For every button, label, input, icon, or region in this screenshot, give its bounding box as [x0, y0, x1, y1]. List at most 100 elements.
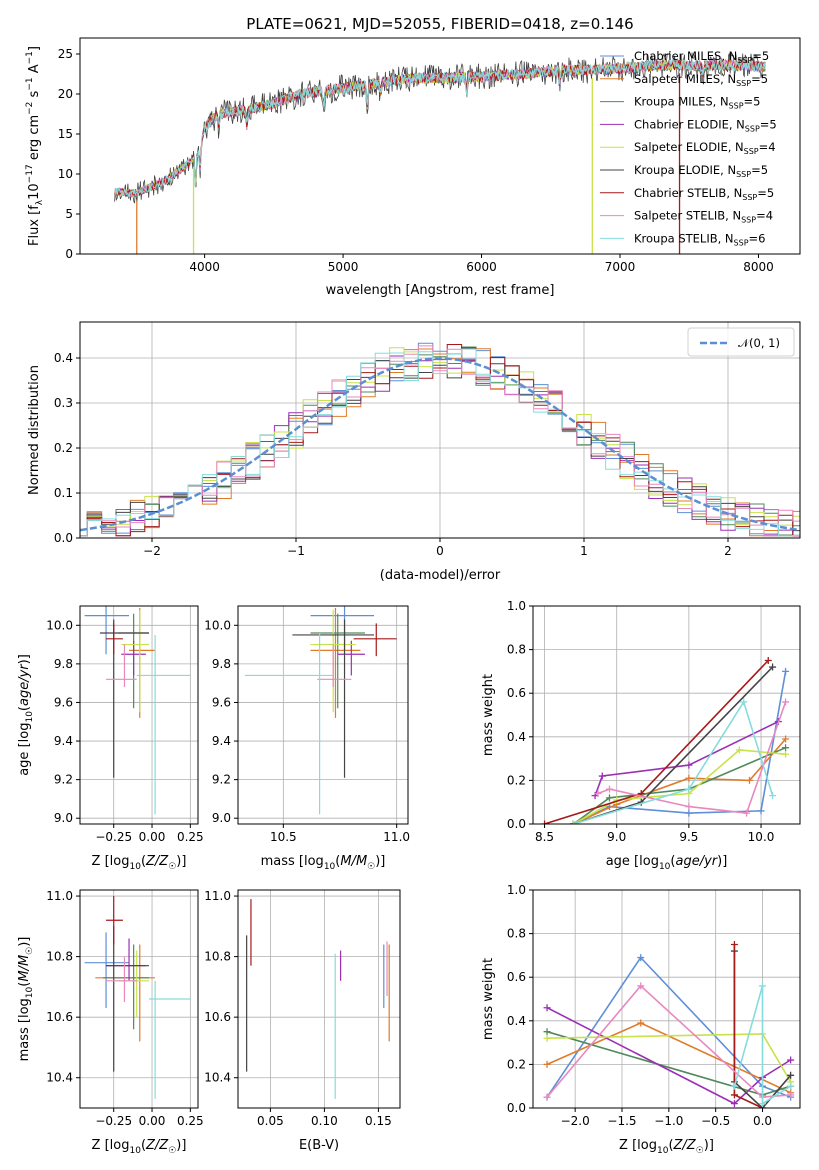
age-mass-weight-xtick-label-3: 10.0 [748, 830, 775, 844]
age-vs-mass-xtick-label-1: 11.0 [383, 830, 410, 844]
histogram-ytick-label-0: 0.0 [54, 531, 73, 545]
histogram-xtick-label-3: 1 [580, 544, 588, 558]
age-vs-metallicity-xtick-label-2: 0.25 [177, 830, 204, 844]
mass-vs-extinction-ytick-label-2: 10.8 [204, 950, 231, 964]
spectrum-ytick-label-5: 25 [58, 47, 73, 61]
metallicity-mass-weight-series-5-marker-3 [787, 1071, 795, 1079]
mass-vs-extinction-grid [238, 890, 400, 1108]
histogram-gaussian-curve [80, 357, 798, 532]
age-vs-metallicity-xtick-label-0: −0.25 [95, 830, 132, 844]
age-vs-mass-marks [244, 606, 397, 815]
spectrum-frame [79, 37, 801, 255]
age-mass-weight-marks [541, 657, 790, 824]
spectrum-legend-label-5: Kroupa ELODIE, NSSP=5 [634, 163, 768, 179]
spectrum-legend-label-8: Kroupa STELIB, NSSP=6 [634, 231, 765, 247]
mass-vs-extinction-xtick-label-1: 0.10 [311, 1114, 338, 1128]
spectrum-ytick-label-4: 20 [58, 87, 73, 101]
metallicity-mass-weight-series-3-marker-3 [787, 1056, 795, 1064]
age-mass-weight-series-1-marker-2 [685, 774, 693, 782]
age-mass-weight-series-8-marker-1 [685, 785, 693, 793]
metallicity-mass-weight-series-4-marker-0 [543, 1034, 551, 1042]
mass-vs-metallicity-xlabel: Z [log10(Z/Z☉)] [92, 1138, 187, 1156]
age-vs-metallicity-ytick-label-1: 9.2 [54, 773, 73, 787]
metallicity-mass-weight-series-8-marker-0 [730, 1082, 738, 1090]
metallicity-mass-weight-series-8 [733, 985, 792, 1106]
histogram-ylabel: Normed distribution [27, 365, 42, 495]
age-mass-weight-series-4-marker-4 [782, 750, 790, 758]
age-mass-weight-ytick-label-2: 0.4 [507, 730, 526, 744]
spectrum-ylabel: Flux [fλ10−17 erg cm−2 s−1 A−1] [25, 46, 45, 246]
metallicity-mass-weight-panel: −2.0 −1.5 −1.0 −0.5 0.0 0.0 0.2 0.4 0.6 0.8 1.0 Z [… [481, 883, 801, 1156]
spectrum-title: PLATE=0621, MJD=52055, FIBERID=0418, z=0… [246, 15, 633, 33]
age-mass-weight-series-3 [594, 720, 779, 796]
metallicity-mass-weight-series-1-marker-1 [637, 1019, 645, 1027]
age-mass-weight-ytick-label-0: 0.0 [507, 817, 526, 831]
mass-vs-metallicity-ytick-label-3: 11.0 [46, 889, 73, 903]
histogram-step-series-8 [80, 348, 800, 537]
spectrum-series-8 [114, 59, 766, 198]
age-mass-weight-ytick-label-5: 1.0 [507, 599, 526, 613]
age-mass-weight-series-1-marker-3 [745, 776, 753, 784]
spectrum-legend-label-2: Kroupa MILES, NSSP=5 [634, 95, 760, 111]
age-vs-mass-ytick-label-2: 9.4 [212, 734, 231, 748]
age-mass-weight-ytick-label-3: 0.6 [507, 686, 526, 700]
spectrum-ticks: 4000 5000 6000 7000 8000 0 5 10 15 20 25 [58, 47, 774, 274]
age-mass-weight-grid [533, 605, 800, 825]
spectrum-xtick-label-4: 8000 [743, 260, 774, 274]
age-mass-weight-series-8-marker-3 [769, 792, 777, 800]
histogram-ytick-label-1: 0.1 [54, 486, 73, 500]
mass-vs-metallicity-marks [84, 896, 191, 1099]
age-vs-metallicity-ytick-label-0: 9.0 [54, 811, 73, 825]
spectrum-legend-label-3: Chabrier ELODIE, NSSP=5 [634, 117, 777, 133]
metallicity-mass-weight-ytick-label-2: 0.4 [507, 1014, 526, 1028]
age-vs-metallicity-ytick-label-4: 9.8 [54, 657, 73, 671]
mass-vs-metallicity-ytick-label-0: 10.4 [46, 1071, 73, 1085]
age-mass-weight-series-7-marker-1 [605, 785, 613, 793]
metallicity-mass-weight-ylabel: mass weight [481, 958, 496, 1040]
metallicity-mass-weight-ytick-label-4: 0.8 [507, 927, 526, 941]
age-vs-metallicity-frame [79, 605, 199, 825]
age-mass-weight-series-2-marker-1 [605, 794, 613, 802]
spectrum-legend-label-4: Salpeter ELODIE, NSSP=4 [634, 140, 776, 156]
age-vs-mass-ytick-label-5: 10.0 [204, 618, 231, 632]
age-mass-weight-series-7-marker-4 [782, 698, 790, 706]
age-vs-metallicity-panel: −0.25 0.00 0.25 9.0 9.2 9.4 9.6 9.8 10.0 Z [log10… [17, 605, 204, 872]
metallicity-mass-weight-xtick-label-3: −0.5 [701, 1114, 730, 1128]
histogram-legend-label: 𝒩(0, 1) [738, 336, 780, 350]
metallicity-mass-weight-series-3 [546, 1006, 792, 1105]
age-vs-metallicity-ytick-label-2: 9.4 [54, 734, 73, 748]
age-vs-mass-ytick-label-0: 9.0 [212, 811, 231, 825]
metallicity-mass-weight-series-8-marker-3 [787, 1082, 795, 1090]
metallicity-mass-weight-ytick-label-1: 0.2 [507, 1057, 526, 1071]
age-vs-metallicity-marks [84, 606, 191, 815]
histogram-xtick-label-0: −2 [143, 544, 161, 558]
mass-vs-extinction-panel: 0.05 0.10 0.15 10.4 10.6 10.8 11.0 E(B-V) [204, 889, 401, 1153]
age-vs-metallicity-ylabel: age [log10(age/yr)] [17, 654, 35, 776]
spectrum-legend: Chabrier MILES, NSSP=5 Salpeter MILES, NS… [600, 49, 777, 247]
metallicity-mass-weight-ytick-label-3: 0.6 [507, 970, 526, 984]
histogram-ytick-label-4: 0.4 [54, 351, 73, 365]
metallicity-mass-weight-series-7-marker-0 [543, 1093, 551, 1101]
mass-vs-metallicity-ytick-label-2: 10.8 [46, 950, 73, 964]
parameter-panels: −0.25 0.00 0.25 9.0 9.2 9.4 9.6 9.8 10.0 Z [log10… [17, 599, 801, 1156]
metallicity-mass-weight-xtick-label-4: 0.0 [753, 1114, 772, 1128]
spectrum-legend-label-6: Chabrier STELIB, NSSP=5 [634, 186, 774, 202]
mass-vs-extinction-frame [237, 889, 401, 1109]
spectrum-ytick-label-0: 0 [65, 247, 73, 261]
metallicity-mass-weight-ytick-label-0: 0.0 [507, 1101, 526, 1115]
histogram-xtick-label-2: 0 [436, 544, 444, 558]
spectrum-xtick-label-3: 7000 [605, 260, 636, 274]
age-vs-mass-ytick-label-1: 9.2 [212, 773, 231, 787]
histogram-ytick-label-3: 0.3 [54, 396, 73, 410]
metallicity-mass-weight-series-7-marker-3 [787, 1091, 795, 1099]
metallicity-mass-weight-marks [543, 941, 795, 1108]
age-mass-weight-series-1-marker-4 [782, 735, 790, 743]
age-mass-weight-series-8-marker-0 [569, 820, 577, 824]
age-mass-weight-series-3-marker-1 [598, 772, 606, 780]
age-vs-mass-xtick-label-0: 10.5 [270, 830, 297, 844]
age-mass-weight-ytick-label-4: 0.8 [507, 643, 526, 657]
histogram-ticks: −2 −1 0 1 2 0.0 0.1 0.2 0.3 0.4 [54, 351, 732, 558]
metallicity-mass-weight-xtick-label-2: −1.0 [654, 1114, 683, 1128]
age-mass-weight-series-7-marker-3 [743, 809, 751, 817]
age-mass-weight-series-6-marker-2 [764, 657, 772, 664]
